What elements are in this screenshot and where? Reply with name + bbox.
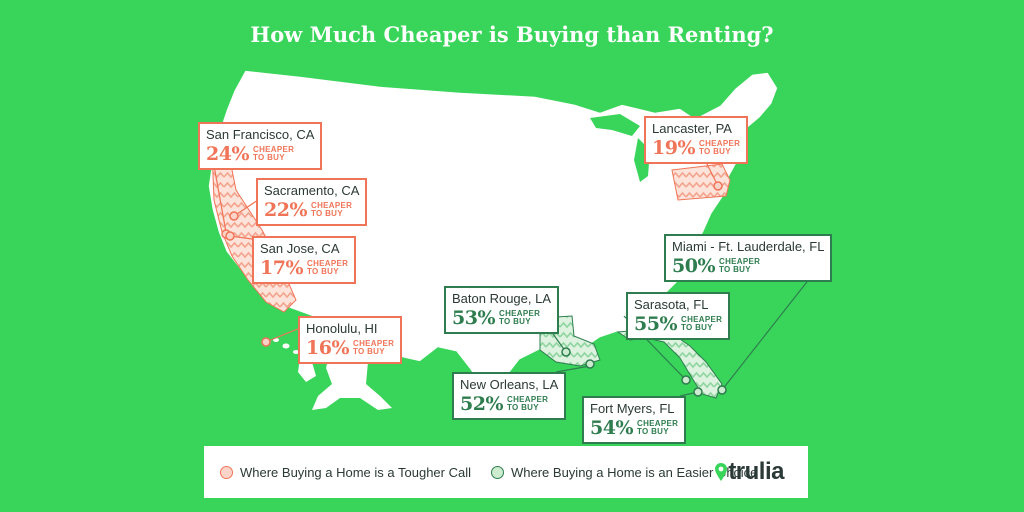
callout-line2: TO BUY xyxy=(253,153,285,162)
marker-honolulu xyxy=(261,337,271,347)
callout-lancaster: Lancaster, PA 19% CHEAPER TO BUY xyxy=(644,116,749,164)
callout-miami: Miami - Ft. Lauderdale, FL 50% CHEAPER TO… xyxy=(664,234,833,282)
legend-label-easier: Where Buying a Home is an Easier Choice xyxy=(511,464,758,480)
callout-city: San Jose, CA xyxy=(260,241,340,256)
marker-baton-rouge xyxy=(561,347,571,357)
marker-lancaster xyxy=(713,181,723,191)
callout-baton-rouge: Baton Rouge, LA 53% CHEAPER TO BUY xyxy=(444,286,560,334)
callout-line1: CHEAPER xyxy=(719,257,761,266)
legend-label-tougher: Where Buying a Home is a Tougher Call xyxy=(240,464,471,480)
connector-miami xyxy=(721,277,811,391)
callout-sacramento: Sacramento, CA 22% CHEAPER TO BUY xyxy=(256,178,368,226)
callout-line1: CHEAPER xyxy=(507,395,549,404)
callout-city: Sarasota, FL xyxy=(634,297,709,312)
callout-line1: CHEAPER xyxy=(311,201,353,210)
callout-line2: TO BUY xyxy=(637,427,669,436)
callout-line1: CHEAPER xyxy=(253,145,295,154)
callout-line1: CHEAPER xyxy=(499,309,541,318)
callout-percent: 19% xyxy=(652,137,696,159)
callout-san-francisco: San Francisco, CA 24% CHEAPER TO BUY xyxy=(198,122,323,170)
callout-line2: TO BUY xyxy=(307,267,339,276)
callout-city: Baton Rouge, LA xyxy=(452,291,552,306)
callout-city: Miami - Ft. Lauderdale, FL xyxy=(672,239,825,254)
callout-city: Sacramento, CA xyxy=(264,183,360,198)
brand-logo: trulia xyxy=(714,458,784,486)
callout-city: Honolulu, HI xyxy=(306,321,378,336)
callout-line2: TO BUY xyxy=(699,147,731,156)
callout-city: Fort Myers, FL xyxy=(590,401,675,416)
brand-name: trulia xyxy=(728,458,784,485)
connector-san-francisco xyxy=(212,159,227,233)
marker-sarasota xyxy=(681,375,691,385)
connector-sacramento xyxy=(233,199,259,217)
callout-line1: CHEAPER xyxy=(307,259,349,268)
callout-percent: 22% xyxy=(264,199,308,221)
callout-city: Lancaster, PA xyxy=(652,121,732,136)
callout-line2: TO BUY xyxy=(499,317,531,326)
callout-percent: 52% xyxy=(460,393,504,415)
callout-percent: 55% xyxy=(634,313,678,335)
callout-line2: TO BUY xyxy=(507,403,539,412)
callout-san-jose: San Jose, CA 17% CHEAPER TO BUY xyxy=(252,236,357,284)
callout-fort-myers: Fort Myers, FL 54% CHEAPER TO BUY xyxy=(582,396,687,444)
connector-honolulu xyxy=(265,327,301,343)
legend: Where Buying a Home is a Tougher Call Wh… xyxy=(204,446,808,498)
callout-percent: 53% xyxy=(452,307,496,329)
marker-san-jose xyxy=(225,231,235,241)
callout-percent: 50% xyxy=(672,255,716,277)
callout-line2: TO BUY xyxy=(311,209,343,218)
callout-line1: CHEAPER xyxy=(353,339,395,348)
callout-percent: 24% xyxy=(206,143,250,165)
marker-miami xyxy=(717,385,727,395)
connector-new-orleans xyxy=(555,365,591,373)
map-pin-icon xyxy=(715,463,728,481)
legend-item-easier: Where Buying a Home is an Easier Choice xyxy=(491,465,757,480)
callout-percent: 16% xyxy=(306,337,350,359)
callout-line2: TO BUY xyxy=(353,347,385,356)
callout-honolulu: Honolulu, HI 16% CHEAPER TO BUY xyxy=(298,316,403,364)
callout-line1: CHEAPER xyxy=(681,315,723,324)
legend-dot-easier xyxy=(491,465,504,479)
callout-city: New Orleans, LA xyxy=(460,377,559,392)
marker-sacramento xyxy=(229,211,239,221)
callout-percent: 17% xyxy=(260,257,304,279)
page-title: How Much Cheaper is Buying than Renting? xyxy=(250,22,774,47)
callout-percent: 54% xyxy=(590,417,634,439)
callout-line1: CHEAPER xyxy=(637,419,679,428)
callout-line1: CHEAPER xyxy=(699,139,741,148)
marker-fort-myers xyxy=(693,387,703,397)
callout-city: San Francisco, CA xyxy=(206,127,315,142)
legend-dot-tougher xyxy=(220,465,233,479)
pennsylvania-region xyxy=(671,163,731,201)
callout-line2: TO BUY xyxy=(719,265,751,274)
legend-item-tougher: Where Buying a Home is a Tougher Call xyxy=(220,465,471,480)
callout-new-orleans: New Orleans, LA 52% CHEAPER TO BUY xyxy=(452,372,567,420)
callout-sarasota: Sarasota, FL 55% CHEAPER TO BUY xyxy=(626,292,731,340)
callout-line2: TO BUY xyxy=(681,323,713,332)
marker-new-orleans xyxy=(585,359,595,369)
